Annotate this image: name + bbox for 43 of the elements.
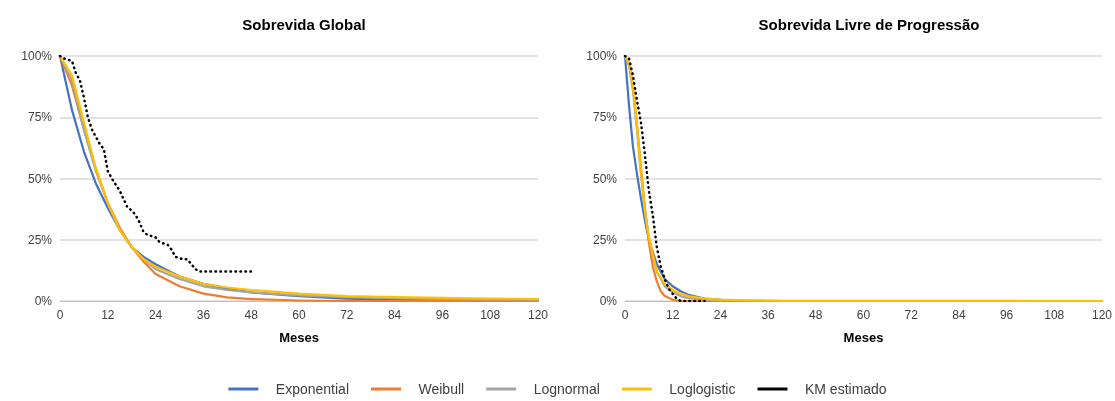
y-tick-label: 0%	[599, 294, 618, 308]
x-tick-label: 96	[999, 308, 1014, 322]
x-tick-label: 72	[340, 308, 354, 322]
y-tick-label: 100%	[21, 49, 53, 63]
chart-title: Sobrevida Global	[242, 16, 366, 33]
x-tick-label: 12	[666, 308, 680, 322]
x-tick-label: 60	[292, 308, 306, 322]
x-tick-label: 108	[480, 308, 501, 322]
x-tick-label: 108	[1044, 308, 1065, 322]
x-tick-label: 36	[196, 308, 211, 322]
legend-label: Weibull	[418, 381, 465, 397]
y-tick-label: 25%	[27, 232, 53, 247]
x-tick-label: 36	[761, 308, 776, 322]
y-tick-label: 0%	[34, 294, 53, 308]
x-tick-label: 48	[809, 308, 823, 322]
y-tick-label: 50%	[27, 171, 53, 186]
legend-label: KM estimado	[804, 381, 887, 397]
legend-label: Exponential	[275, 381, 350, 397]
chart-title: Sobrevida Livre de Progressão	[758, 16, 980, 33]
legend-label: Loglogistic	[669, 381, 736, 397]
x-tick-label: 84	[952, 308, 966, 322]
y-tick-label: 75%	[592, 110, 618, 125]
line-series	[58, 54, 253, 273]
x-tick-label: 96	[435, 308, 450, 322]
x-tick-label: 12	[101, 308, 115, 322]
x-tick-label: 120	[527, 308, 549, 322]
x-tick-label: 48	[244, 308, 259, 322]
x-axis-title: Meses	[843, 330, 884, 345]
x-tick-label: 72	[904, 308, 919, 322]
y-tick-label: 100%	[586, 49, 618, 63]
x-tick-label: 0	[56, 308, 64, 322]
y-tick-label: 50%	[592, 171, 618, 186]
x-axis-title: Meses	[279, 330, 319, 345]
x-tick-label: 0	[621, 308, 629, 322]
y-tick-label: 75%	[27, 110, 53, 125]
x-tick-label: 60	[856, 308, 871, 322]
line-series	[623, 54, 706, 303]
x-tick-label: 120	[1091, 308, 1113, 322]
x-tick-label: 24	[713, 308, 728, 322]
x-tick-label: 24	[148, 308, 163, 322]
legend-label: Lognormal	[533, 381, 600, 397]
y-tick-label: 25%	[592, 232, 618, 247]
x-tick-label: 84	[387, 308, 402, 322]
